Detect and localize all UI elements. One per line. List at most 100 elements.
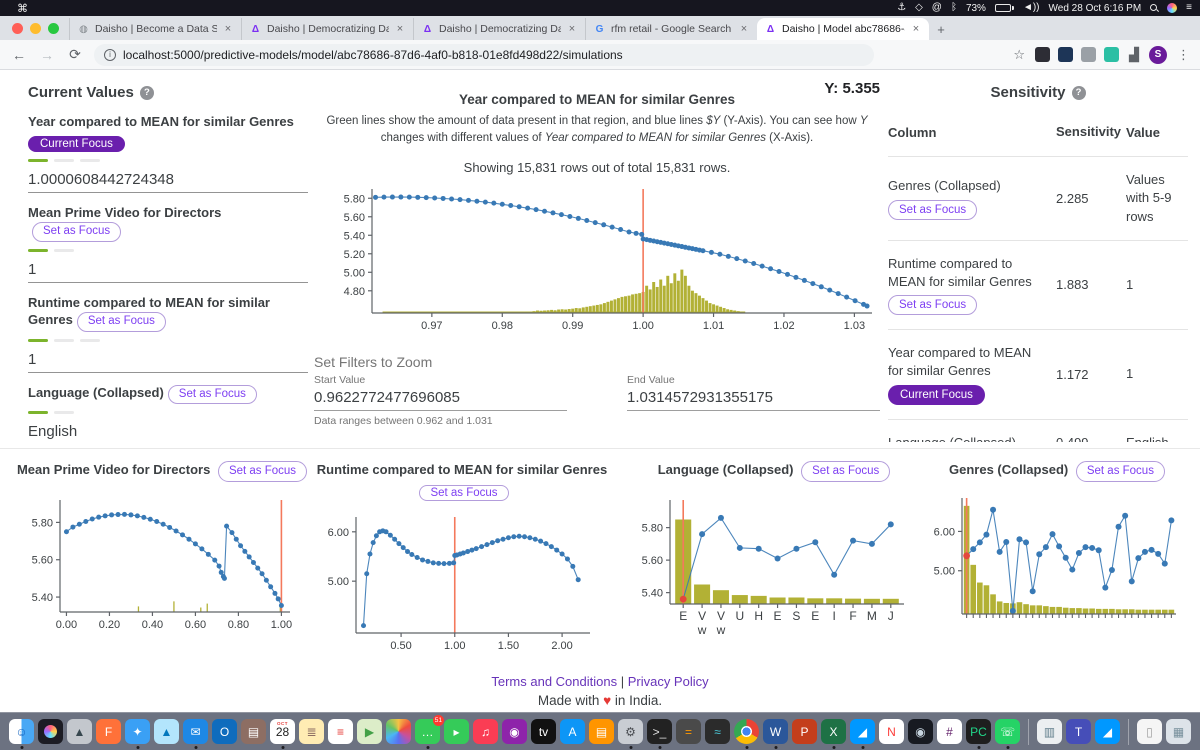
dock-vscode[interactable]: ◢ bbox=[850, 719, 875, 749]
extension-icon[interactable] bbox=[1104, 47, 1119, 62]
dock-system-preferences[interactable]: ⚙ bbox=[618, 719, 643, 749]
dock-siri[interactable] bbox=[38, 719, 63, 744]
dock-firefox[interactable]: F bbox=[96, 719, 121, 744]
dock-facetime[interactable]: ▸ bbox=[444, 719, 469, 744]
dock-powerpoint[interactable]: P bbox=[792, 719, 817, 744]
privacy-link[interactable]: Privacy Policy bbox=[627, 674, 709, 689]
extensions-puzzle-icon[interactable]: ▟ bbox=[1129, 46, 1139, 62]
cube-icon[interactable]: ◇ bbox=[915, 2, 923, 13]
browser-tab[interactable]: Δ Daisho | Democratizing Data S × bbox=[241, 18, 413, 40]
dock-mail[interactable]: ✉ bbox=[183, 719, 208, 749]
bookmark-star-icon[interactable]: ☆ bbox=[1013, 46, 1025, 62]
dock-vscode-2[interactable]: ◢ bbox=[1095, 719, 1120, 744]
help-icon[interactable]: ? bbox=[1071, 85, 1086, 100]
forward-button[interactable]: → bbox=[40, 46, 54, 63]
minimize-window-button[interactable] bbox=[30, 23, 41, 34]
end-value-input[interactable] bbox=[627, 386, 880, 412]
attribute-value[interactable]: English bbox=[28, 423, 308, 442]
dock-pycharm[interactable]: PC bbox=[966, 719, 991, 749]
dock-slack[interactable]: # bbox=[937, 719, 962, 744]
dock-app-store[interactable]: A bbox=[560, 719, 585, 744]
section-divider bbox=[0, 448, 1200, 449]
dock-word[interactable]: W bbox=[763, 719, 788, 749]
spotlight-icon[interactable] bbox=[1150, 4, 1158, 12]
dock-calendar[interactable]: OCT 28 bbox=[270, 719, 295, 749]
help-icon[interactable]: ? bbox=[139, 85, 154, 100]
extension-icon[interactable] bbox=[1058, 47, 1073, 62]
dock-photos-viewer[interactable]: ▲ bbox=[154, 719, 179, 744]
close-window-button[interactable] bbox=[12, 23, 23, 34]
bluetooth-icon[interactable]: ᛒ bbox=[950, 2, 957, 13]
notification-center-icon[interactable]: ≡ bbox=[1186, 2, 1192, 13]
set-as-focus-button[interactable]: Set as Focus bbox=[801, 461, 891, 483]
dock-excel[interactable]: X bbox=[821, 719, 846, 749]
tab-close-icon[interactable]: × bbox=[396, 23, 404, 35]
browser-menu-icon[interactable]: ⋮ bbox=[1177, 46, 1190, 62]
browser-tab[interactable]: G rfm retail - Google Search × bbox=[585, 18, 757, 40]
dock-music[interactable]: ♫ bbox=[473, 719, 498, 744]
tab-close-icon[interactable]: × bbox=[224, 23, 232, 35]
browser-tab[interactable]: Δ Daisho | Model abc78686-87d × bbox=[757, 18, 929, 40]
set-as-focus-button[interactable]: Set as Focus bbox=[888, 295, 978, 316]
set-as-focus-button[interactable]: Set as Focus bbox=[419, 484, 509, 501]
docker-icon[interactable]: ⚓ bbox=[897, 2, 907, 13]
tab-close-icon[interactable]: × bbox=[912, 23, 920, 35]
set-as-focus-button[interactable]: Set as Focus bbox=[888, 199, 978, 220]
dock-whatsapp[interactable]: ☏ bbox=[995, 719, 1020, 749]
dock-notes[interactable]: ≣ bbox=[299, 719, 324, 744]
dock-tv[interactable]: tv bbox=[531, 719, 556, 744]
dock-messages[interactable]: … 51 bbox=[415, 715, 444, 749]
battery-icon[interactable] bbox=[994, 4, 1014, 12]
dock-books[interactable]: ▤ bbox=[589, 719, 614, 744]
dock-preview-file[interactable]: ▥ bbox=[1037, 719, 1062, 744]
reload-button[interactable]: ⟳ bbox=[69, 46, 81, 62]
dock-trash[interactable]: ▦ bbox=[1166, 719, 1191, 744]
volume-icon[interactable]: ◄)) bbox=[1022, 2, 1040, 13]
dock-safari[interactable]: ✦ bbox=[125, 719, 150, 749]
set-as-focus-button[interactable]: Set as Focus bbox=[1075, 461, 1165, 483]
dock-calculator[interactable]: = bbox=[676, 719, 701, 744]
zoom-window-button[interactable] bbox=[48, 23, 59, 34]
tab-close-icon[interactable]: × bbox=[568, 23, 576, 35]
dock-contacts[interactable]: ▤ bbox=[241, 719, 266, 744]
set-as-focus-button[interactable]: Set as Focus bbox=[32, 222, 122, 242]
attribute-value[interactable]: 1.0000608442724348 bbox=[28, 171, 308, 193]
apple-menu-icon[interactable]: ⌘ bbox=[17, 2, 28, 15]
set-as-focus-button[interactable]: Set as Focus bbox=[167, 384, 257, 405]
new-tab-button[interactable]: + bbox=[937, 21, 945, 37]
attribute-value[interactable]: 1 bbox=[28, 261, 308, 283]
dock-outlook[interactable]: O bbox=[212, 719, 237, 744]
extension-icon[interactable] bbox=[1035, 47, 1050, 62]
dock-chrome[interactable] bbox=[734, 719, 759, 749]
terms-link[interactable]: Terms and Conditions bbox=[491, 674, 618, 689]
dock-teams[interactable]: T bbox=[1066, 719, 1091, 744]
at-icon[interactable]: @ bbox=[931, 2, 942, 13]
browser-tab[interactable]: ◍ Daisho | Become a Data Scienc × bbox=[69, 18, 241, 40]
extension-icon[interactable] bbox=[1081, 47, 1096, 62]
attribute-value[interactable]: 1 bbox=[28, 351, 308, 373]
dock-archive[interactable]: ▯ bbox=[1137, 719, 1162, 744]
omnibox[interactable]: i bbox=[94, 43, 874, 66]
dock-launchpad[interactable]: ▲ bbox=[67, 719, 92, 744]
dock-maps[interactable]: ▶ bbox=[357, 719, 382, 744]
tab-close-icon[interactable]: × bbox=[740, 23, 748, 35]
url-input[interactable] bbox=[123, 47, 864, 62]
page-info-icon[interactable]: i bbox=[104, 48, 116, 61]
start-value-input[interactable] bbox=[314, 386, 567, 412]
dock-finder[interactable]: ☺ bbox=[9, 719, 34, 749]
profile-avatar[interactable]: S bbox=[1149, 45, 1167, 64]
set-as-focus-button[interactable]: Set as Focus bbox=[76, 312, 166, 332]
dock-podcasts[interactable]: ◉ bbox=[502, 719, 527, 744]
set-as-focus-button[interactable]: Set as Focus bbox=[217, 461, 308, 483]
dock-photos[interactable] bbox=[386, 719, 411, 744]
dock-reminders[interactable]: ≡ bbox=[328, 719, 353, 744]
browser-tab[interactable]: Δ Daisho | Democratizing Data S × bbox=[413, 18, 585, 40]
dock-steam[interactable]: ◉ bbox=[908, 719, 933, 744]
siri-icon[interactable] bbox=[1167, 3, 1178, 13]
dock-terminal[interactable]: >_ bbox=[647, 719, 672, 749]
menu-bar-clock[interactable]: Wed 28 Oct 6:16 PM bbox=[1048, 2, 1142, 14]
back-button[interactable]: ← bbox=[12, 46, 26, 63]
dock-activity-monitor[interactable]: ≈ bbox=[705, 719, 730, 744]
window-controls[interactable] bbox=[0, 23, 69, 40]
dock-news[interactable]: N bbox=[879, 719, 904, 744]
